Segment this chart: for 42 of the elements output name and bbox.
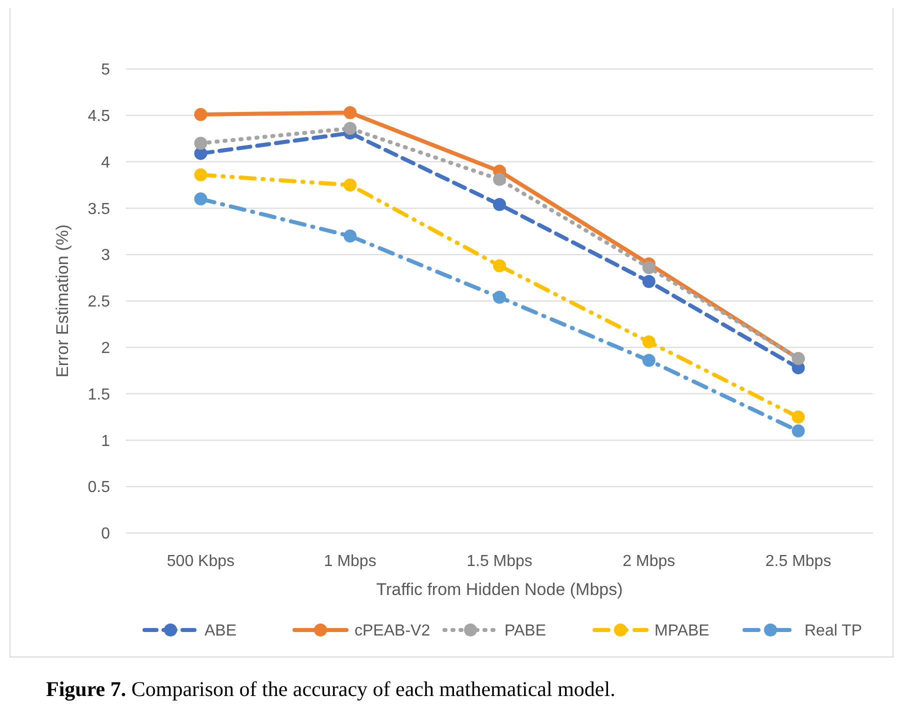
point — [344, 106, 357, 120]
y-tick-label: 4 — [101, 154, 110, 172]
y-tick-label: 2.5 — [88, 294, 110, 311]
point — [642, 275, 656, 288]
legend-label: MPABE — [654, 622, 710, 640]
point — [493, 290, 506, 304]
y-tick-label: 1 — [101, 432, 110, 450]
point — [194, 168, 208, 182]
x-tick-label: 1.5 Mbps — [466, 553, 532, 570]
point — [194, 136, 208, 150]
point — [493, 172, 506, 186]
x-tick-label: 500 Kbps — [166, 553, 235, 570]
point — [194, 108, 208, 121]
point — [493, 259, 506, 272]
legend-label: ABE — [204, 622, 237, 640]
x-tick-label: 1 Mbps — [324, 553, 376, 570]
y-tick-label: 2 — [101, 340, 110, 357]
point — [344, 122, 357, 135]
point — [642, 354, 656, 367]
point — [194, 192, 208, 206]
x-tick-label: 2 Mbps — [622, 553, 676, 570]
point — [493, 198, 506, 211]
x-axis-title: Traffic from Hidden Node (Mbps) — [376, 580, 623, 599]
legend-label: Real TP — [804, 622, 862, 640]
point — [642, 261, 656, 274]
point — [792, 424, 805, 438]
y-tick-label: 0.5 — [88, 479, 110, 496]
x-tick-label: 2.5 Mbps — [765, 553, 832, 570]
y-tick-label: 1.5 — [88, 386, 110, 404]
point — [792, 410, 805, 424]
y-tick-label: 3 — [101, 247, 110, 264]
y-tick-label: 0 — [101, 526, 110, 543]
point — [642, 335, 656, 348]
y-tick-label: 4.5 — [88, 108, 110, 125]
y-tick-label: 5 — [101, 62, 110, 79]
caption: Figure 7. Comparison of the accuracy of each mathematical model. — [46, 677, 616, 701]
legend-label: cPEAB-V2 — [354, 622, 430, 640]
point — [344, 178, 357, 192]
legend-label: PABE — [504, 622, 546, 640]
y-axis-title: Error Estimation (%) — [53, 224, 72, 378]
point — [344, 230, 357, 243]
y-tick-label: 3.5 — [88, 200, 110, 218]
